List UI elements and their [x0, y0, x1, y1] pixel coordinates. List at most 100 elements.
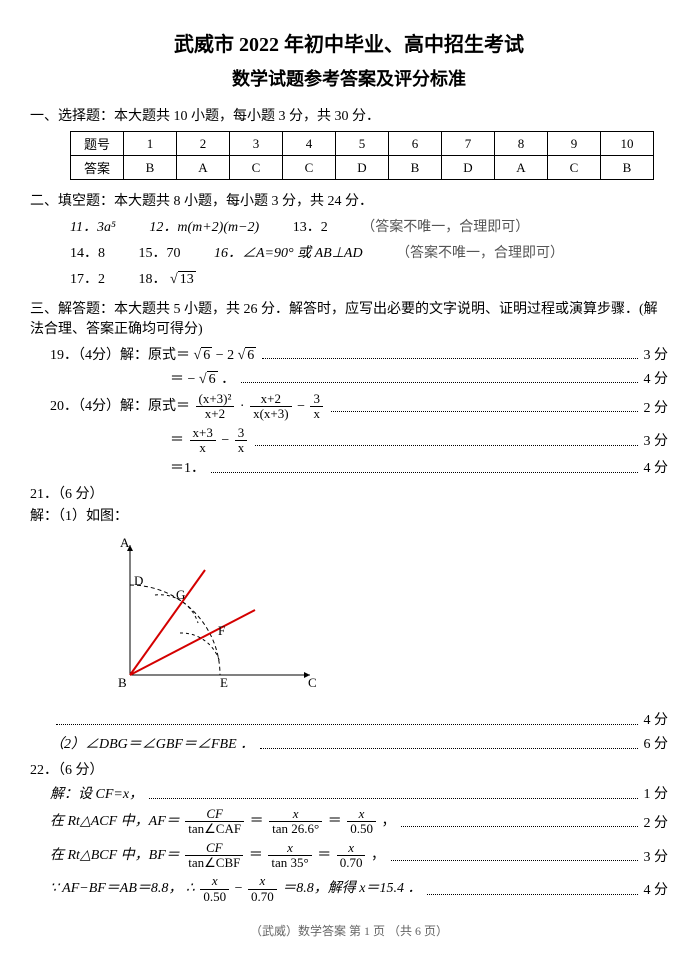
- table-answer: B: [601, 156, 654, 180]
- q19-step2: ＝ − √6 ． 4 分: [170, 368, 668, 388]
- table-num: 4: [283, 132, 336, 156]
- table-answer-label: 答案: [71, 156, 124, 180]
- q22-s4-suffix: ＝8.8，解得 x＝15.4 ．: [282, 881, 421, 896]
- q22-s2f1n: CF: [185, 807, 244, 822]
- title-line-2: 数学试题参考答案及评分标准: [30, 65, 668, 91]
- fill-18-prefix: 18．: [139, 272, 167, 287]
- q22-s4f2d: 0.70: [248, 890, 277, 904]
- q22-s3f1d: tan∠CBF: [185, 856, 243, 870]
- q20-s1f3d: x: [310, 407, 323, 421]
- q22-s3f2d: tan 35°: [268, 856, 311, 870]
- q20-step3: ＝1． 4 分: [170, 457, 668, 477]
- table-num: 1: [124, 132, 177, 156]
- q22-s4f1d: 0.50: [200, 890, 229, 904]
- fill-13: 13．2: [293, 216, 328, 236]
- fill-11: 11．3a⁵: [70, 216, 116, 236]
- q22-s4-prefix: ∵ AF−BF＝AB＝8.8， ∴: [50, 881, 198, 896]
- table-num: 5: [336, 132, 389, 156]
- q19-pts1: 3 分: [644, 344, 669, 364]
- q20-s1f2n: x+2: [250, 392, 292, 407]
- table-num: 8: [495, 132, 548, 156]
- section1-head: 一、选择题：本大题共 10 小题，每小题 3 分，共 30 分．: [30, 105, 668, 125]
- q22-s1: 解：设 CF=x， 1 分: [50, 783, 668, 803]
- q20-pts1: 2 分: [644, 397, 669, 417]
- q20-s1f1n: (x+3)²: [196, 392, 235, 407]
- q20-s2f1n: x+3: [190, 426, 216, 441]
- q22-s1-text: 解：设 CF=x，: [50, 783, 143, 803]
- q22-s2f2d: tan 26.6°: [269, 822, 322, 836]
- fill-18-rad: 13: [178, 271, 196, 287]
- q20-s2f2n: 3: [235, 426, 248, 441]
- fill-17: 17．2: [70, 268, 105, 288]
- q19-pts2: 4 分: [644, 368, 669, 388]
- fill-16-note: （答案不唯一，合理即可）: [396, 246, 564, 261]
- q21-sub2-row: （2）∠DBG＝∠GBF＝∠FBE ． 6 分: [50, 733, 668, 753]
- q20-s1f1d: x+2: [196, 407, 235, 421]
- q22-s3f1n: CF: [185, 841, 243, 856]
- q20-s3: ＝1．: [170, 457, 205, 477]
- q21-head: 21．（6 分）: [30, 483, 668, 503]
- label-G: G: [176, 587, 185, 602]
- section3-head: 三、解答题：本大题共 5 小题，共 26 分．解答时，应写出必要的文字说明、证明…: [30, 298, 668, 338]
- fill-16: 16．∠A=90° 或 AB⊥AD: [214, 242, 363, 262]
- page-footer: （武威）数学答案 第 1 页 （共 6 页）: [30, 922, 668, 939]
- q22-s4f1n: x: [200, 874, 229, 889]
- q22-s3: 在 Rt△BCF 中，BF＝ CFtan∠CBF ＝ xtan 35° ＝ x0…: [50, 841, 668, 871]
- q19-s2-suffix: ．: [221, 372, 235, 387]
- q20-step1: 20．（4分）解：原式＝ (x+3)²x+2 · x+2x(x+3) − 3x …: [50, 392, 668, 422]
- q22-s2-suffix: ，: [381, 814, 395, 829]
- q20-s1f3n: 3: [310, 392, 323, 407]
- table-answer: B: [389, 156, 442, 180]
- answer-table: 题号 1 2 3 4 5 6 7 8 9 10 答案 B A C C D B D…: [70, 131, 654, 180]
- title-line-1: 武威市 2022 年初中毕业、高中招生考试: [30, 28, 668, 57]
- q22-s2: 在 Rt△ACF 中，AF＝ CFtan∠CAF ＝ xtan 26.6° ＝ …: [50, 807, 668, 837]
- q22-s4f2n: x: [248, 874, 277, 889]
- q22-s3f3n: x: [337, 841, 366, 856]
- table-answer: B: [124, 156, 177, 180]
- q19-rad2: 6: [245, 347, 256, 363]
- label-F: F: [218, 623, 225, 638]
- q22-s3f3d: 0.70: [337, 856, 366, 870]
- fill-14: 14．8: [70, 242, 105, 262]
- table-answer: C: [283, 156, 336, 180]
- label-B: B: [118, 675, 127, 690]
- q20-step2: ＝ x+3x − 3x 3 分: [170, 426, 668, 456]
- q19-s1b: − 2: [216, 348, 234, 363]
- fill-18: 18． √13: [139, 268, 196, 288]
- q20-s2f2d: x: [235, 441, 248, 455]
- q22-s3-suffix: ，: [371, 848, 385, 863]
- q22-s4-mid: −: [235, 881, 246, 896]
- fill-12: 12．m(m+2)(m−2): [149, 216, 259, 236]
- table-answer: A: [495, 156, 548, 180]
- q22-s2-prefix: 在 Rt△ACF 中，AF＝: [50, 814, 180, 829]
- fill-13-note: （答案不唯一，合理即可）: [361, 220, 529, 235]
- q22-s3-prefix: 在 Rt△BCF 中，BF＝: [50, 848, 180, 863]
- q22-s2f2n: x: [269, 807, 322, 822]
- q21-diagram: A B C D E G F: [110, 535, 668, 705]
- table-num: 9: [548, 132, 601, 156]
- q20-pts3: 4 分: [644, 457, 669, 477]
- q20-s1f2d: x(x+3): [250, 407, 292, 421]
- q20-label: 20．（4分）解：原式＝: [50, 399, 190, 414]
- table-answer: A: [177, 156, 230, 180]
- table-answer: C: [230, 156, 283, 180]
- q22-pts4: 4 分: [644, 879, 669, 899]
- table-answer: C: [548, 156, 601, 180]
- q22-pts1: 1 分: [644, 783, 669, 803]
- q22-s3f2n: x: [268, 841, 311, 856]
- q21-sub1: 解：（1）如图：: [30, 505, 668, 525]
- label-D: D: [134, 573, 143, 588]
- q19-s2-prefix: ＝ −: [170, 372, 195, 387]
- q21-pts1-row: 4 分: [50, 709, 668, 729]
- table-num: 3: [230, 132, 283, 156]
- q20-s2f1d: x: [190, 441, 216, 455]
- fill-15: 15．70: [139, 242, 181, 262]
- q19-rad3: 6: [207, 371, 218, 387]
- q22-s4: ∵ AF−BF＝AB＝8.8， ∴ x0.50 − x0.70 ＝8.8，解得 …: [50, 874, 668, 904]
- q22-pts3: 3 分: [644, 846, 669, 866]
- q21-pts1: 4 分: [644, 709, 669, 729]
- table-num: 6: [389, 132, 442, 156]
- label-C: C: [308, 675, 317, 690]
- q22-s2f3d: 0.50: [347, 822, 376, 836]
- label-E: E: [220, 675, 228, 690]
